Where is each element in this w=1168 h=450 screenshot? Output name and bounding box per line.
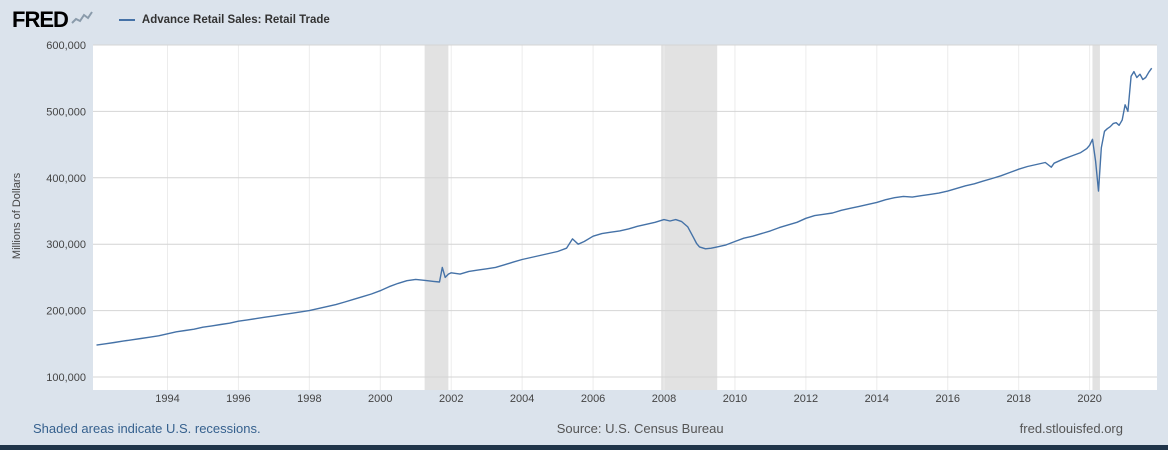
- x-tick-label: 2018: [1006, 393, 1030, 405]
- recession-band: [424, 45, 449, 390]
- y-tick-label: 300,000: [46, 239, 86, 251]
- chart-header: FRED Advance Retail Sales: Retail Trade: [0, 0, 1168, 40]
- x-tick-label: 2014: [865, 393, 889, 405]
- x-tick-label: 1994: [155, 393, 179, 405]
- recession-band: [661, 45, 718, 390]
- bottom-bar: [0, 445, 1168, 450]
- recession-band: [1092, 45, 1100, 390]
- x-tick-label: 2012: [794, 393, 818, 405]
- data-series-line: [96, 67, 1153, 346]
- x-tick-label: 2008: [652, 393, 676, 405]
- fred-logo[interactable]: FRED: [12, 7, 69, 32]
- x-tick-label: 1996: [226, 393, 250, 405]
- y-tick-label: 200,000: [46, 306, 86, 318]
- x-tick-label: 2010: [723, 393, 747, 405]
- y-axis-title: Millions of Dollars: [11, 172, 23, 259]
- series-color-swatch: [118, 19, 135, 21]
- chart-footer: Shaded areas indicate U.S. recessions. S…: [0, 412, 1168, 445]
- x-tick-label: 2004: [510, 393, 534, 405]
- recession-note-link[interactable]: Shaded areas indicate U.S. recessions.: [33, 421, 261, 436]
- y-tick-label: 100,000: [46, 372, 86, 384]
- x-tick-label: 2006: [581, 393, 605, 405]
- x-tick-label: 2016: [936, 393, 960, 405]
- y-tick-label: 600,000: [46, 40, 86, 52]
- y-tick-label: 400,000: [46, 173, 86, 185]
- series-label: Advance Retail Sales: Retail Trade: [141, 14, 330, 26]
- x-tick-label: 2002: [439, 393, 463, 405]
- x-tick-label: 2000: [368, 393, 392, 405]
- y-tick-label: 500,000: [46, 106, 86, 118]
- retail-sales-line-chart[interactable]: Millions of Dollars 100,000 200,000 300,00…: [0, 40, 1168, 412]
- source-text: Source: U.S. Census Bureau: [556, 421, 724, 436]
- fred-site-link[interactable]: fred.stlouisfed.org: [1019, 421, 1123, 436]
- fred-sparkline-icon: [71, 10, 93, 31]
- x-tick-label: 2020: [1077, 393, 1101, 405]
- x-tick-label: 1998: [297, 393, 321, 405]
- chart-legend: Advance Retail Sales: Retail Trade: [118, 14, 330, 26]
- plot-area[interactable]: [93, 45, 1157, 390]
